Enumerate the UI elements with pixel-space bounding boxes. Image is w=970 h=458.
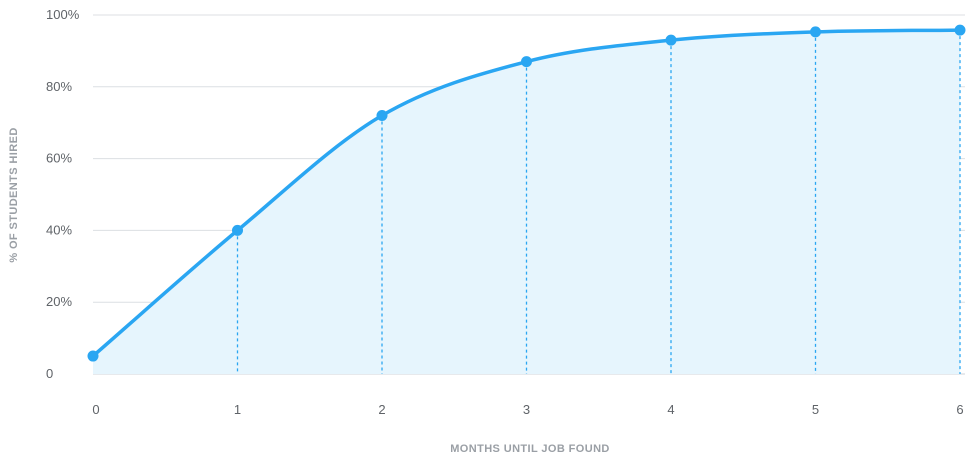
- y-tick-label: 0: [46, 366, 53, 381]
- y-tick-label: 60%: [46, 151, 72, 166]
- y-tick-label: 20%: [46, 294, 72, 309]
- data-point: [810, 26, 821, 38]
- y-tick-label: 100%: [46, 7, 80, 22]
- x-tick-label: 1: [234, 402, 241, 417]
- y-axis-title: % OF STUDENTS HIRED: [8, 127, 20, 262]
- data-point: [87, 350, 99, 362]
- x-tick-label: 2: [378, 402, 385, 417]
- y-tick-label: 80%: [46, 79, 72, 94]
- x-tick-label: 3: [523, 402, 530, 417]
- x-axis-title: MONTHS UNTIL JOB FOUND: [450, 443, 610, 455]
- data-points: [87, 24, 966, 362]
- data-point: [376, 110, 388, 122]
- y-axis-ticks: 0 20% 40% 60% 80% 100%: [46, 7, 80, 381]
- x-tick-label: 6: [956, 402, 963, 417]
- x-tick-label: 0: [92, 402, 99, 417]
- x-axis-ticks: 0 1 2 3 4 5 6: [92, 402, 963, 417]
- x-tick-label: 4: [667, 402, 674, 417]
- data-point: [954, 24, 966, 36]
- data-point: [665, 34, 677, 46]
- drop-lines: [236, 30, 961, 374]
- data-point: [232, 224, 243, 236]
- data-point: [521, 56, 532, 68]
- x-tick-label: 5: [812, 402, 819, 417]
- y-tick-label: 40%: [46, 222, 72, 237]
